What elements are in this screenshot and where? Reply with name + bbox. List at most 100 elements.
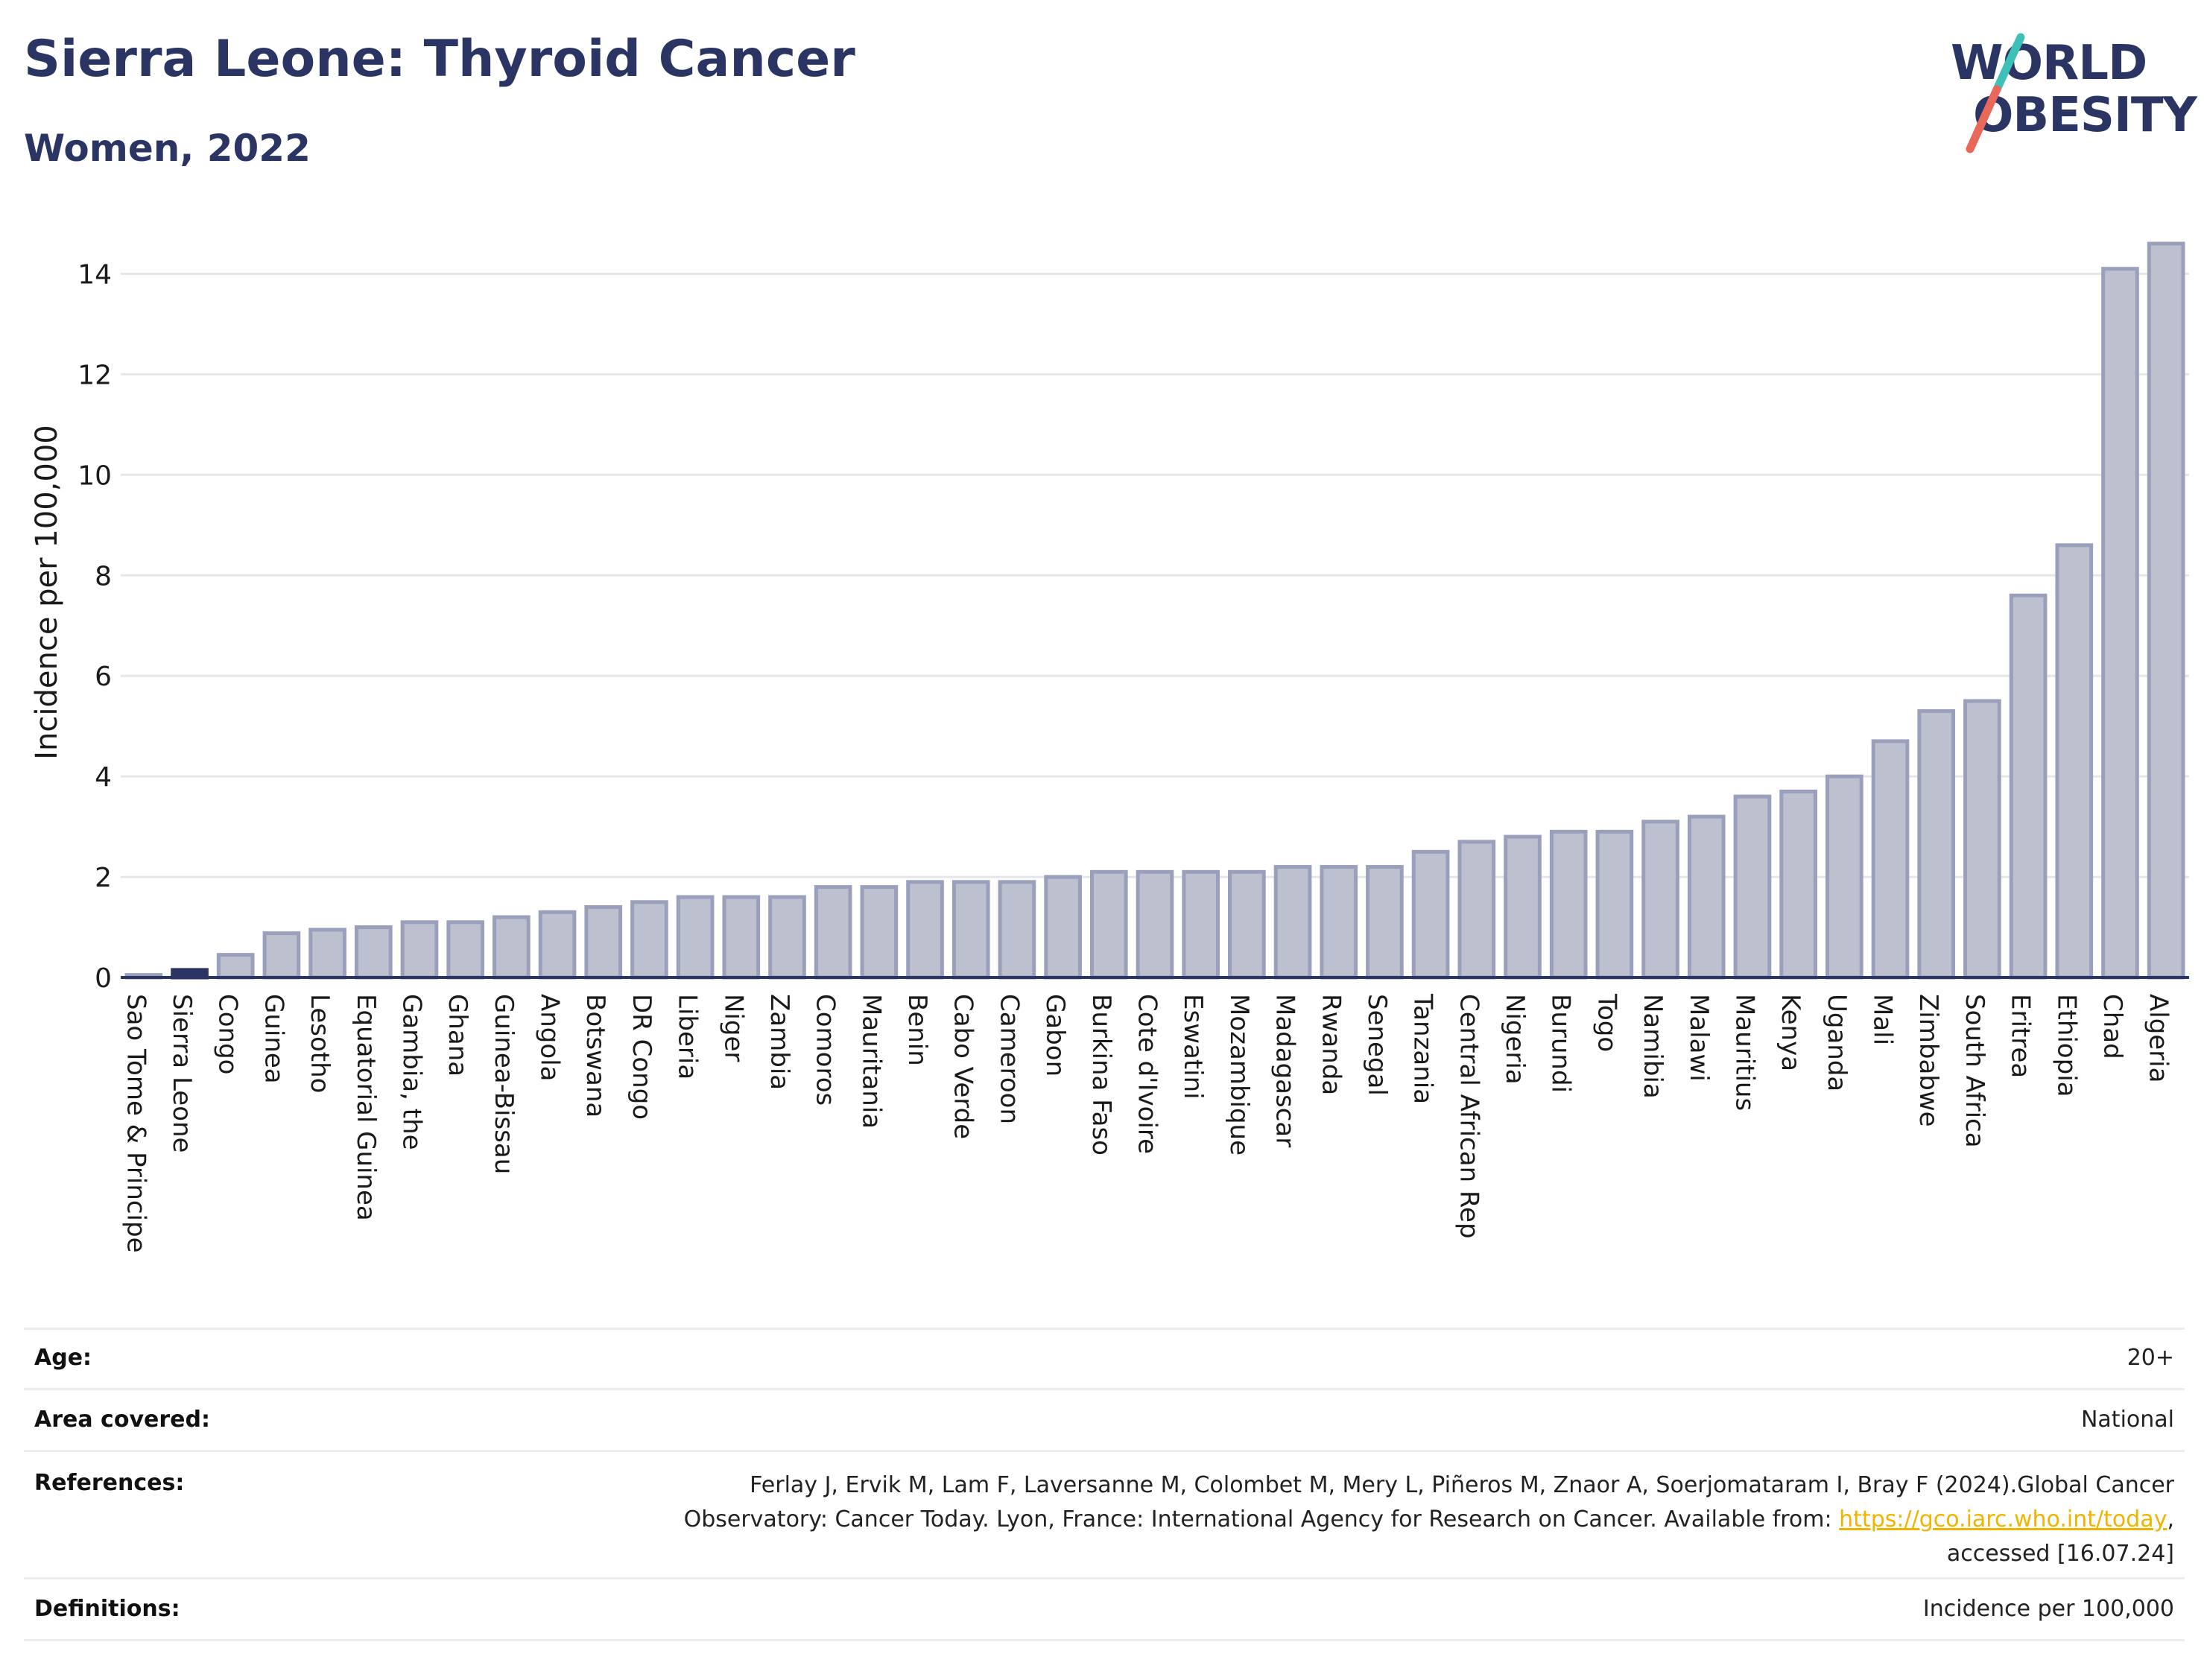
x-tick-label: Gambia, the (396, 994, 426, 1150)
bar-zimbabwe (1917, 709, 1956, 980)
bar-mauritania (860, 885, 899, 980)
references-line-3: accessed [16.07.24] (1946, 1541, 2174, 1567)
x-tick-label: DR Congo (627, 994, 656, 1120)
chart-subtitle: Women, 2022 (24, 127, 311, 170)
x-tick-label: Guinea-Bissau (489, 994, 519, 1174)
bar-kenya (1779, 789, 1817, 980)
bar-chart: 0 2 4 6 8 10 12 14 Sao Tome & Principe Sierra Le… (30, 241, 2189, 1253)
bar-ghana (446, 920, 484, 980)
x-tick-label: Tanzania (1408, 993, 1438, 1104)
x-tick-label: Burundi (1546, 994, 1576, 1093)
bar-togo (1595, 829, 1634, 980)
y-tick-label: 8 (95, 561, 112, 592)
x-tick-label: Comoros (811, 994, 840, 1106)
meta-area-value: National (2080, 1407, 2174, 1433)
x-tick-label: Angola (535, 994, 565, 1081)
meta-row-area: Area covered: National (24, 1388, 2185, 1450)
meta-row-definitions: Definitions: Incidence per 100,000 (24, 1577, 2185, 1641)
logo-text-obesity: OBESITY (1973, 88, 2197, 143)
bar-mozambique (1228, 869, 1266, 980)
x-tick-label: Mali (1868, 994, 1898, 1045)
bar-chad (2101, 267, 2139, 980)
references-line-1: Ferlay J, Ervik M, Lam F, Laversanne M, … (750, 1472, 2174, 1498)
references-line-2-text: Observatory: Cancer Today. Lyon, France:… (683, 1506, 1840, 1532)
x-tick-label: Malawi (1684, 994, 1714, 1082)
x-tick-label: Nigeria (1500, 994, 1530, 1085)
y-tick-label: 4 (95, 762, 112, 793)
meta-definitions-value: Incidence per 100,000 (1922, 1596, 2174, 1622)
x-tick-label: Burkina Faso (1086, 994, 1116, 1156)
x-tick-label: Sierra Leone (167, 994, 197, 1153)
references-line-2-post: , (2167, 1506, 2174, 1532)
bar-cote-d-ivoire (1136, 869, 1174, 980)
bar-niger (722, 895, 761, 980)
bar-central-african-rep (1457, 840, 1496, 980)
metadata-table: Age: 20+ Area covered: National Referenc… (24, 1328, 2185, 1641)
bar-benin (906, 880, 944, 980)
x-tick-label: Cabo Verde (949, 994, 978, 1139)
x-tick-label: Congo (213, 994, 243, 1074)
x-tick-label: Rwanda (1316, 994, 1346, 1095)
x-tick-label: Niger (718, 994, 748, 1062)
bar-ethiopia (2055, 543, 2094, 980)
x-tick-label: Botswana (580, 994, 610, 1118)
meta-definitions-label: Definitions: (34, 1596, 180, 1622)
bar-mauritius (1733, 794, 1772, 980)
x-tick-label: Guinea (259, 994, 288, 1084)
bar-congo (216, 953, 255, 980)
x-tick-label: Ethiopia (2051, 994, 2081, 1097)
bar-burundi (1549, 829, 1588, 980)
x-tick-label: Chad (2097, 994, 2127, 1059)
x-tick-label: Eswatini (1178, 994, 1208, 1100)
x-tick-label: Madagascar (1270, 994, 1300, 1147)
bar-gabon (1044, 875, 1082, 980)
bar-uganda (1825, 774, 1863, 980)
bar-cabo-verde (951, 880, 990, 980)
bar-senegal (1366, 865, 1404, 980)
bar-zambia (768, 895, 806, 980)
bar-algeria (2147, 241, 2185, 980)
bar-guinea (262, 931, 301, 980)
bar-liberia (676, 895, 715, 980)
y-tick-label: 14 (77, 259, 112, 290)
bar-guinea-bissau (493, 915, 531, 980)
x-tick-label: Lesotho (305, 994, 335, 1093)
y-tick-label: 10 (77, 460, 112, 491)
x-tick-label: Zimbabwe (1913, 994, 1943, 1127)
x-tick-label: Liberia (673, 994, 703, 1080)
bar-namibia (1641, 820, 1679, 980)
x-tick-label: Algeria (2144, 994, 2173, 1083)
bar-angola (538, 910, 577, 980)
bar-burkina-faso (1089, 869, 1128, 980)
meta-age-value: 20+ (2127, 1345, 2174, 1371)
bar-equatorial-guinea (354, 925, 393, 980)
y-axis-ticks: 0 2 4 6 8 10 12 14 (77, 259, 112, 994)
x-tick-label: Eritrea (2006, 994, 2036, 1078)
x-tick-label: Mauritania (856, 994, 886, 1129)
x-tick-label: Benin (902, 994, 932, 1066)
meta-area-label: Area covered: (34, 1407, 210, 1433)
x-tick-label: Namibia (1638, 994, 1668, 1099)
bar-malawi (1687, 814, 1726, 980)
meta-row-references: References: Ferlay J, Ervik M, Lam F, La… (24, 1450, 2185, 1577)
bar-botswana (584, 905, 623, 980)
x-tick-label: Cote d'Ivoire (1133, 994, 1162, 1154)
x-tick-label: Equatorial Guinea (351, 994, 381, 1221)
x-tick-label: Mozambique (1224, 994, 1254, 1156)
meta-row-age: Age: 20+ (24, 1328, 2185, 1388)
bar-gambia-the (400, 920, 439, 980)
x-axis-labels: Sao Tome & Principe Sierra Leone Congo Guin… (121, 993, 2173, 1253)
x-tick-label: Senegal (1362, 994, 1392, 1096)
bar-rwanda (1320, 865, 1358, 980)
bar-cameroon (998, 880, 1036, 980)
x-tick-label: Central African Rep (1454, 994, 1483, 1239)
x-tick-label: Mauritius (1729, 994, 1759, 1111)
x-tick-label: Uganda (1822, 994, 1852, 1091)
bar-comoros (814, 885, 852, 980)
references-link[interactable]: https://gco.iarc.who.int/today (1839, 1506, 2167, 1532)
x-tick-label: Zambia (764, 994, 794, 1090)
x-tick-label: Cameroon (994, 994, 1024, 1124)
bar-dr-congo (630, 900, 668, 980)
x-tick-label: South Africa (1960, 994, 1989, 1148)
meta-references-value: Ferlay J, Ervik M, Lam F, Laversanne M, … (684, 1468, 2174, 1571)
